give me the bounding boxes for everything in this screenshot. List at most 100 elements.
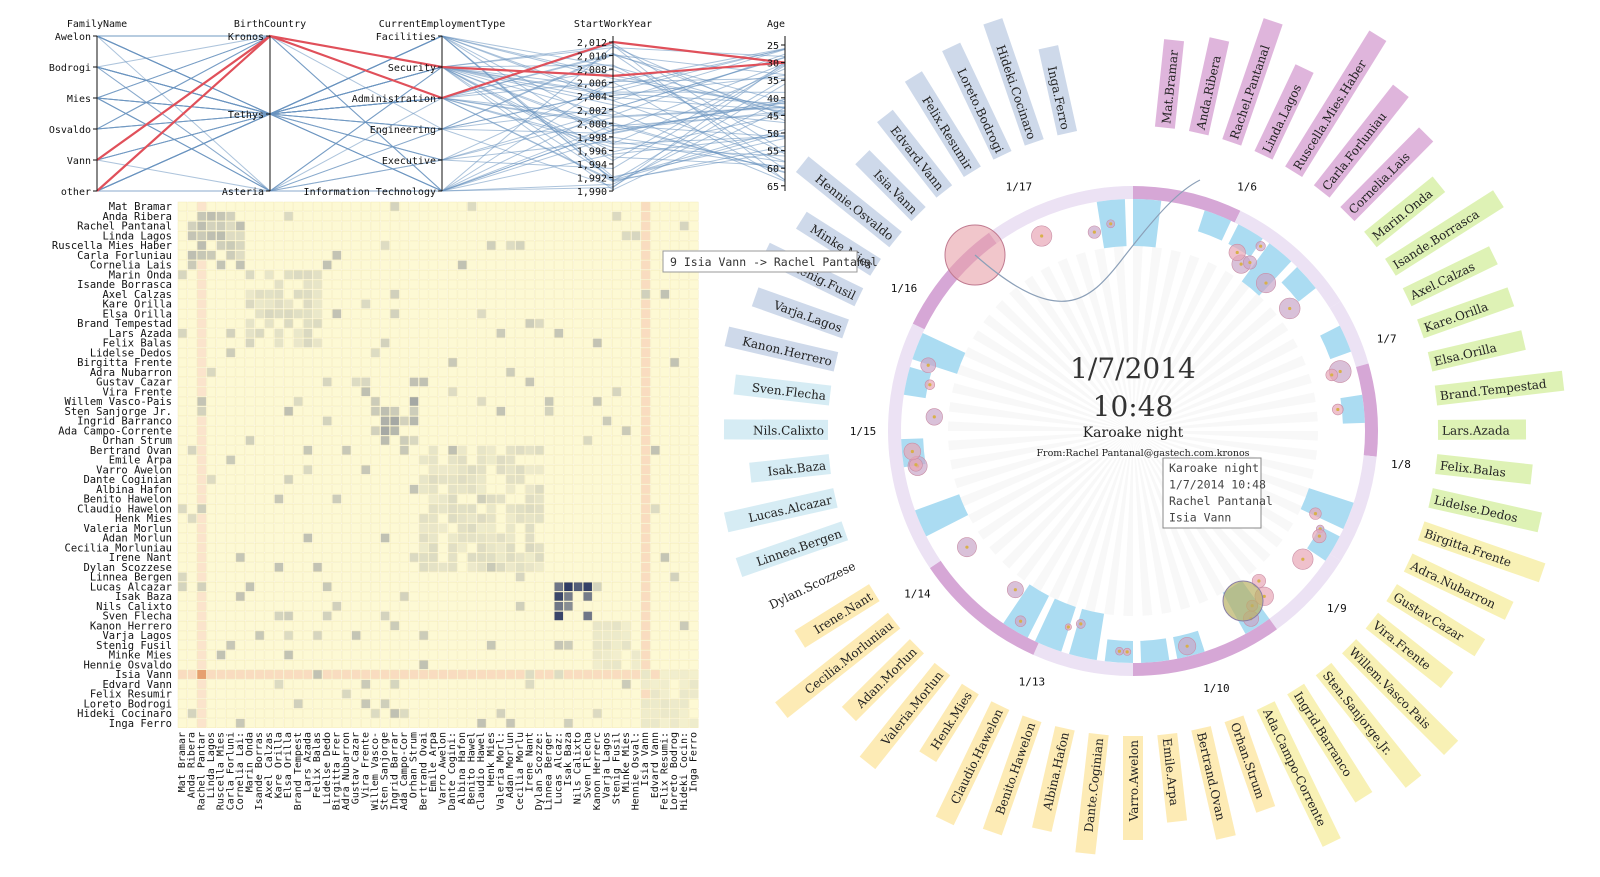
heatmap-cell [457,504,467,514]
heatmap-cell [341,445,352,455]
heatmap-row-label: Ada Campo-Corrente [58,425,172,437]
heatmap-cell [332,231,342,241]
heatmap-cell [399,416,410,426]
heatmap-cell [689,328,699,338]
heatmap-cell [505,455,516,465]
heatmap-cell [534,406,545,416]
radial-date-label: 1/9 [1327,602,1347,615]
heatmap-cell [254,348,265,358]
heatmap-cell [264,221,274,231]
heatmap-cell [669,640,680,650]
heatmap-cell [496,562,506,572]
heatmap-cell [563,591,574,602]
heatmap-col-label: Henk Mies [486,732,497,786]
heatmap-cell [312,445,323,455]
heatmap-cell [621,708,631,719]
heatmap-cell [245,504,255,514]
heatmap-cell [689,504,699,514]
heatmap-cell [206,669,216,680]
heatmap-cell [660,582,670,592]
heatmap-cell [486,513,496,524]
heatmap-cell [361,309,371,319]
heatmap-cell [650,640,660,650]
heatmap-cell [612,640,622,650]
heatmap-cell [197,601,207,611]
heatmap-cell [448,328,458,338]
heatmap-cell [351,718,361,728]
heatmap-cell [621,562,631,572]
heatmap-cell [187,465,197,475]
heatmap-cell [592,201,603,212]
heatmap-cell [486,572,496,582]
radial-fan-wedge [983,314,1133,431]
heatmap-cell [177,367,188,377]
heatmap-cell [283,455,294,465]
heatmap-cell [283,406,294,416]
radial-bubble-core [1018,619,1023,623]
pc-tick-label: 1,998 [577,133,607,144]
heatmap-cell [573,445,583,455]
heatmap-cell [515,572,525,582]
heatmap-cell [264,299,274,309]
heatmap-cell [235,630,245,641]
heatmap-cell [187,289,197,299]
heatmap-cell [669,474,680,485]
heatmap-cell [216,309,226,319]
heatmap-cell [274,240,284,251]
heatmap-cell [187,474,197,485]
pc-tick-label: 50 [767,129,779,140]
heatmap-cell [650,689,660,699]
heatmap-cell [612,201,622,212]
heatmap-cell [534,601,545,611]
heatmap-cell [187,318,197,329]
heatmap-cell [631,387,641,397]
heatmap-cell [650,523,660,533]
radial-person-label-bg [1402,246,1498,307]
heatmap-cell [216,582,226,592]
heatmap-cell [679,582,689,592]
heatmap-cell [399,513,410,524]
heatmap-cell [235,396,245,407]
heatmap-cell [448,611,458,621]
heatmap-cell [438,718,448,728]
radial-center-date: 1/7/2014 [1070,352,1196,385]
heatmap-cell [332,211,342,221]
heatmap-cell [631,689,641,699]
heatmap-cell [467,650,477,660]
heatmap-cell [631,552,641,563]
radial-person-label-bg [855,150,926,222]
heatmap-cell [486,601,496,611]
heatmap-cell [669,348,680,358]
radial-fan-wedge [995,300,1133,431]
heatmap-cell [467,260,477,270]
heatmap-cell [370,465,381,475]
heatmap-cell [631,221,641,231]
heatmap-cell [602,465,612,475]
heatmap-cell [563,426,574,436]
heatmap-cell [602,348,612,358]
heatmap-cell [187,279,197,290]
radial-fan-wedge [1032,431,1133,592]
heatmap-cell [283,533,294,543]
heatmap-cell [226,289,236,299]
heatmap-cell [390,396,400,407]
heatmap-cell [534,221,545,231]
heatmap-cell [235,465,245,475]
heatmap-cell [496,582,506,592]
heatmap-cell [177,640,188,650]
heatmap-cell [583,572,593,582]
heatmap-cell [206,562,216,572]
heatmap-cell [534,504,545,514]
heatmap-cell [505,445,516,455]
heatmap-cell [361,416,371,426]
heatmap-cell [660,328,670,338]
heatmap-cell [216,543,226,553]
heatmap-cell [583,455,593,465]
radial-person-label-bg [1154,39,1185,129]
heatmap-cell [525,474,535,485]
heatmap-cell [235,660,245,670]
heatmap-cell [351,484,361,494]
heatmap-cell [660,221,670,231]
heatmap-cell [216,445,226,455]
heatmap-cell [515,669,525,680]
